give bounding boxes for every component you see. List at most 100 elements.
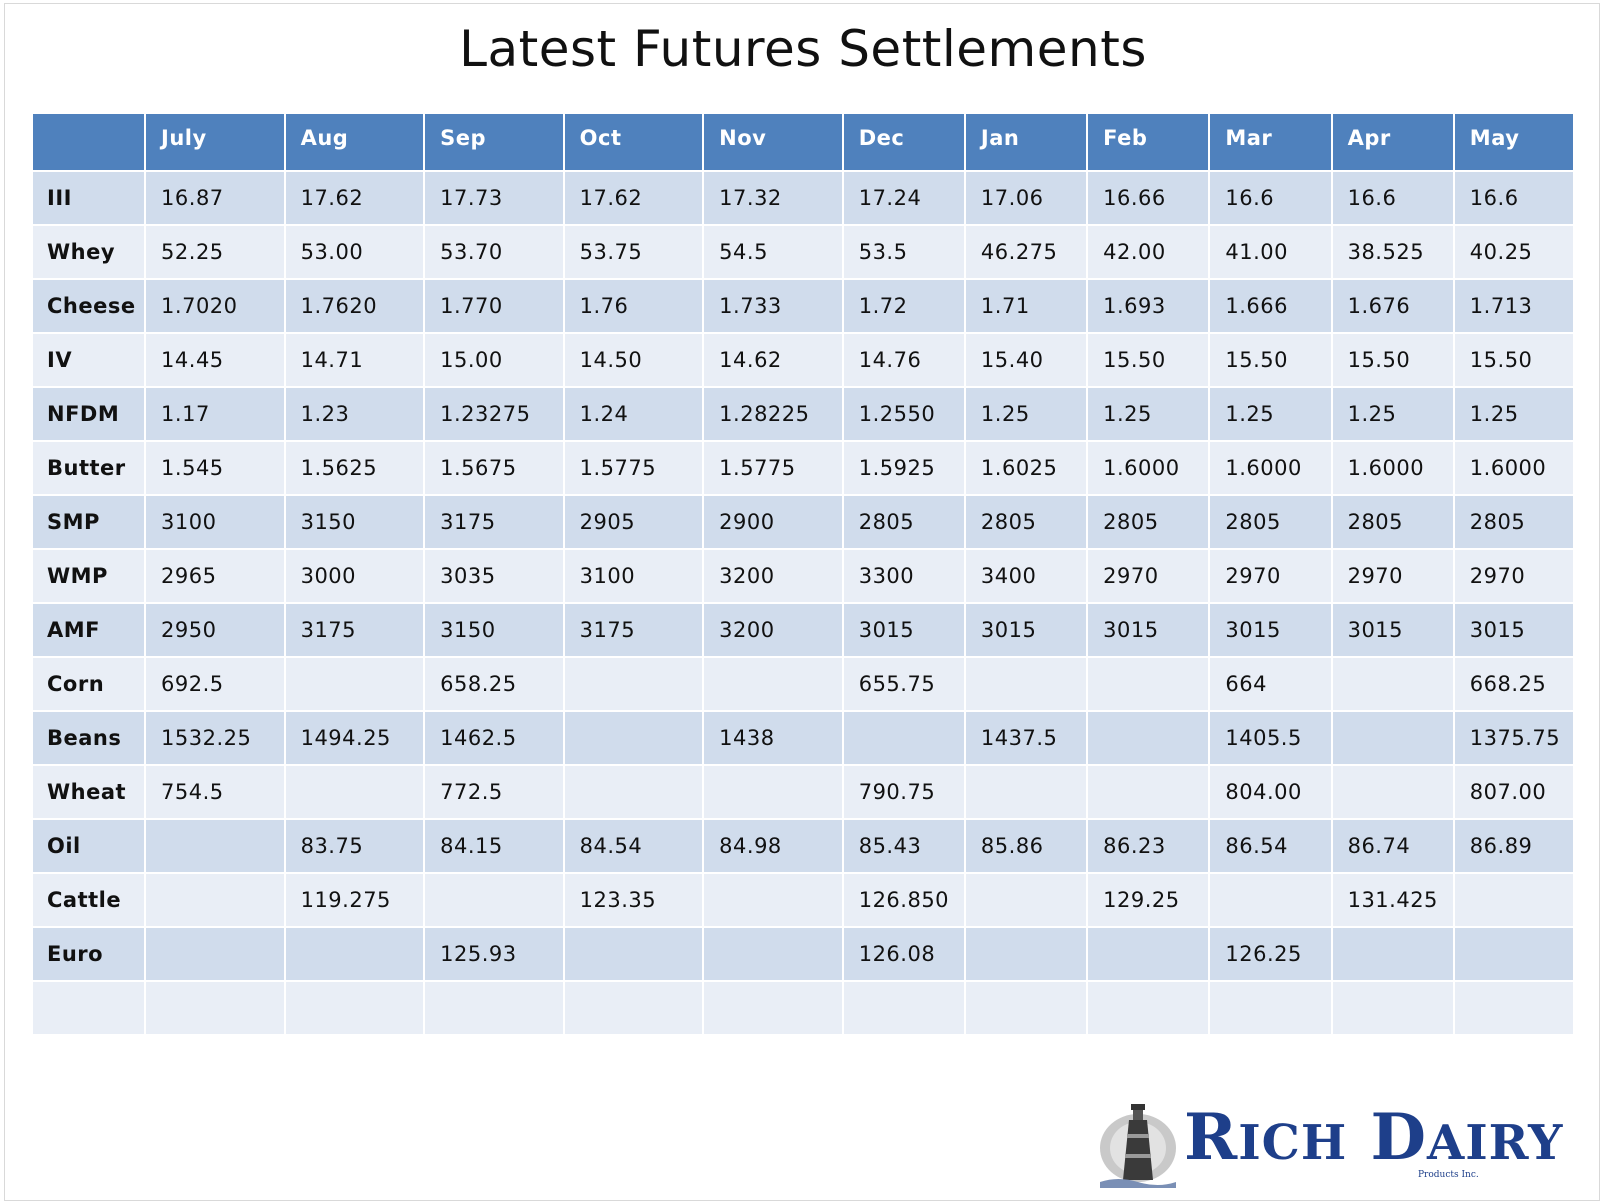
table-cell: 15.50 xyxy=(1330,332,1455,388)
table-cell: 807.00 xyxy=(1452,764,1576,820)
table-cell: 2905 xyxy=(562,494,705,550)
table-cell: 2805 xyxy=(1208,494,1333,550)
column-header: Mar xyxy=(1208,112,1333,172)
table-cell: 2805 xyxy=(1330,494,1455,550)
table-cell xyxy=(1330,656,1455,712)
table-cell: 790.75 xyxy=(841,764,966,820)
table-cell: 16.66 xyxy=(1086,170,1211,226)
table-cell: 1532.25 xyxy=(144,710,286,766)
table-cell: 3015 xyxy=(1086,602,1211,658)
table-cell: 1437.5 xyxy=(963,710,1089,766)
table-cell: 1494.25 xyxy=(283,710,426,766)
table-cell xyxy=(1086,764,1211,820)
rich-dairy-logo: RICH DAIRY Products Inc. xyxy=(1098,1098,1562,1188)
table-cell: 1.770 xyxy=(423,278,565,334)
table-cell xyxy=(1452,926,1576,982)
table-cell xyxy=(1452,980,1576,1036)
table-cell: 3175 xyxy=(283,602,426,658)
column-header: Oct xyxy=(562,112,705,172)
table-cell: 14.62 xyxy=(702,332,844,388)
table-cell xyxy=(702,872,844,928)
table-cell: 3175 xyxy=(562,602,705,658)
table-cell: 1.5925 xyxy=(841,440,966,496)
table-row xyxy=(30,980,1576,1036)
table-cell: 3200 xyxy=(702,548,844,604)
row-label: Wheat xyxy=(30,764,147,820)
table-cell: 1.71 xyxy=(963,278,1089,334)
table-cell xyxy=(841,710,966,766)
table-cell: 2970 xyxy=(1330,548,1455,604)
table-cell: 804.00 xyxy=(1208,764,1333,820)
table-cell: 2805 xyxy=(1086,494,1211,550)
table-cell: 16.6 xyxy=(1452,170,1576,226)
table-cell: 754.5 xyxy=(144,764,286,820)
table-cell: 1.24 xyxy=(562,386,705,442)
table-cell: 1.666 xyxy=(1208,278,1333,334)
table-cell: 1.23 xyxy=(283,386,426,442)
table-cell: 3015 xyxy=(1330,602,1455,658)
table-cell: 1.72 xyxy=(841,278,966,334)
table-cell: 85.86 xyxy=(963,818,1089,874)
table-row: WMP 2965 3000 3035 3100 3200 3300 3400 2970 2970 2… xyxy=(30,548,1576,604)
table-row: AMF 2950 3175 3150 3175 3200 3015 3015 3015 3015 3… xyxy=(30,602,1576,658)
table-cell: 14.50 xyxy=(562,332,705,388)
row-label: Cattle xyxy=(30,872,147,928)
table-cell: 15.50 xyxy=(1208,332,1333,388)
table-cell: 3100 xyxy=(562,548,705,604)
table-cell: 668.25 xyxy=(1452,656,1576,712)
table-cell: 1.25 xyxy=(1086,386,1211,442)
table-cell xyxy=(963,764,1089,820)
table-cell: 1.5775 xyxy=(702,440,844,496)
row-label: Euro xyxy=(30,926,147,982)
table-cell xyxy=(562,710,705,766)
table-cell: 1.6000 xyxy=(1452,440,1576,496)
table-row: Whey 52.25 53.00 53.70 53.75 54.5 53.5 46.275 42… xyxy=(30,224,1576,280)
column-header: Feb xyxy=(1086,112,1211,172)
table-cell: 1.733 xyxy=(702,278,844,334)
table-cell: 17.06 xyxy=(963,170,1089,226)
table-cell: 1.6025 xyxy=(963,440,1089,496)
table-cell: 83.75 xyxy=(283,818,426,874)
column-header: July xyxy=(144,112,286,172)
table-cell xyxy=(702,980,844,1036)
table-cell: 84.98 xyxy=(702,818,844,874)
column-header: May xyxy=(1452,112,1576,172)
table-cell: 3000 xyxy=(283,548,426,604)
table-cell: 3400 xyxy=(963,548,1089,604)
table-cell: 54.5 xyxy=(702,224,844,280)
table-cell: 1.28225 xyxy=(702,386,844,442)
table-cell: 3300 xyxy=(841,548,966,604)
table-cell: 17.24 xyxy=(841,170,966,226)
lighthouse-icon xyxy=(1100,1104,1176,1188)
row-label: Butter xyxy=(30,440,147,496)
table-cell: 1.23275 xyxy=(423,386,565,442)
table-cell: 1.693 xyxy=(1086,278,1211,334)
table-cell: 2970 xyxy=(1086,548,1211,604)
table-cell xyxy=(423,980,565,1036)
column-header: Sep xyxy=(423,112,565,172)
table-cell: 658.25 xyxy=(423,656,565,712)
table-cell: 53.75 xyxy=(562,224,705,280)
table-cell xyxy=(144,818,286,874)
table-cell: 3015 xyxy=(1452,602,1576,658)
column-header: Nov xyxy=(702,112,844,172)
table-body: III 16.87 17.62 17.73 17.62 17.32 17.24 17.06 16… xyxy=(30,170,1576,1036)
table-row: Wheat 754.5 772.5 790.75 804.00 807.00 xyxy=(30,764,1576,820)
table-cell: 3150 xyxy=(283,494,426,550)
table-cell: 17.32 xyxy=(702,170,844,226)
table-cell xyxy=(1330,926,1455,982)
row-label: Beans xyxy=(30,710,147,766)
table-cell: 1.5625 xyxy=(283,440,426,496)
table-cell: 86.89 xyxy=(1452,818,1576,874)
table-cell: 1.17 xyxy=(144,386,286,442)
table-cell: 1.7020 xyxy=(144,278,286,334)
column-header: Jan xyxy=(963,112,1089,172)
table-cell xyxy=(562,926,705,982)
table-cell: 3015 xyxy=(1208,602,1333,658)
table-cell: 1.2550 xyxy=(841,386,966,442)
table-cell: 125.93 xyxy=(423,926,565,982)
futures-table: July Aug Sep Oct Nov Dec Jan Feb Mar Apr May III 16… xyxy=(30,112,1576,1036)
table-row: Corn 692.5 658.25 655.75 664 668.25 xyxy=(30,656,1576,712)
table-cell: 3175 xyxy=(423,494,565,550)
table-cell: 46.275 xyxy=(963,224,1089,280)
